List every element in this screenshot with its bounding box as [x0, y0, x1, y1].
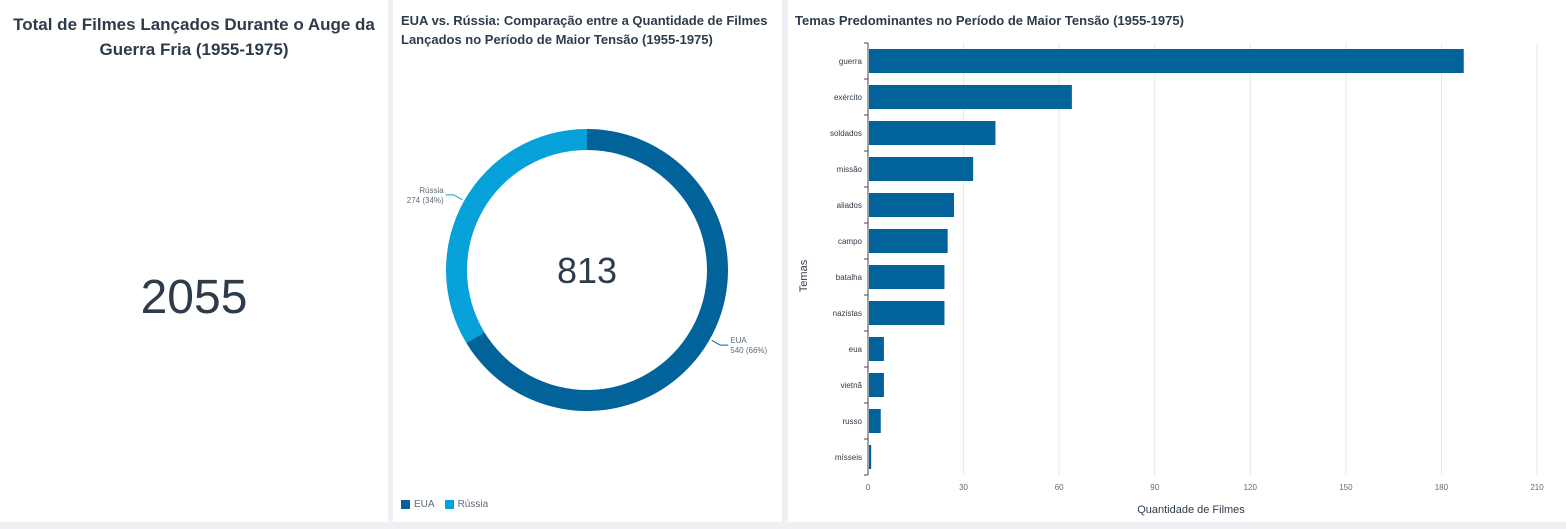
donut-legend: EUA Rússia [401, 499, 498, 510]
y-tick-label-1: exército [834, 93, 863, 102]
kpi-panel: Total de Filmes Lançados Durante o Auge … [0, 0, 388, 522]
x-tick-label-0: 0 [866, 483, 871, 492]
donut-slice-label-0: 540 (66%) [730, 346, 767, 355]
bar-soldados[interactable] [869, 121, 996, 145]
donut-panel: EUA vs. Rússia: Comparação entre a Quant… [393, 0, 782, 522]
y-axis-label: Temas [798, 259, 810, 292]
donut-center-label: 813 [557, 250, 617, 291]
bar-missão[interactable] [869, 157, 974, 181]
bar-chart: 0 30 60 90 120 150 180 210 guerra exército soldado… [798, 42, 1544, 516]
legend-swatch-1 [444, 500, 454, 509]
legend-swatch-0 [401, 500, 410, 509]
x-tick-label-3: 90 [1150, 483, 1159, 492]
bar-aliados[interactable] [869, 193, 955, 217]
x-tick-label-4: 120 [1244, 483, 1258, 492]
bars-title: Temas Predominantes no Período de Maior … [795, 13, 1184, 28]
y-tick-label-2: soldados [830, 129, 862, 138]
bar-exército[interactable] [869, 85, 1072, 109]
legend-item-1[interactable]: Rússia [444, 499, 489, 510]
y-tick-label-4: aliados [837, 201, 862, 210]
y-tick-label-7: nazistas [833, 309, 862, 318]
donut-slice-name-1: Rússia [419, 186, 444, 195]
donut-leader-0 [711, 339, 729, 346]
donut-leader-1 [445, 194, 463, 201]
donut-slice-label-1: 274 (34%) [407, 196, 444, 205]
bar-russo[interactable] [869, 409, 881, 433]
bars-panel: Temas Predominantes no Período de Maior … [788, 0, 1566, 522]
bar-guerra[interactable] [869, 49, 1464, 73]
x-axis-label: Quantidade de Filmes [1137, 504, 1245, 516]
y-tick-label-0: guerra [839, 57, 863, 66]
y-tick-label-3: missão [837, 165, 863, 174]
legend-label-0: EUA [414, 499, 435, 510]
legend-label-1: Rússia [457, 499, 489, 510]
y-tick-label-6: batalha [836, 273, 863, 282]
x-tick-label-5: 150 [1339, 483, 1353, 492]
donut-slice-1[interactable] [446, 129, 587, 343]
bar-campo[interactable] [869, 229, 948, 253]
y-tick-label-11: mísseis [835, 453, 862, 462]
kpi-title: Total de Filmes Lançados Durante o Auge … [13, 15, 375, 59]
x-tick-label-2: 60 [1055, 483, 1064, 492]
y-tick-label-10: russo [842, 417, 862, 426]
x-tick-label-1: 30 [959, 483, 968, 492]
bar-mísseis[interactable] [869, 445, 872, 469]
y-tick-label-9: vietnã [841, 381, 863, 390]
bar-batalha[interactable] [869, 265, 945, 289]
bar-vietnã[interactable] [869, 373, 884, 397]
bar-eua[interactable] [869, 337, 884, 361]
x-tick-label-6: 180 [1435, 483, 1449, 492]
x-tick-label-7: 210 [1530, 483, 1544, 492]
donut-title: EUA vs. Rússia: Comparação entre a Quant… [401, 13, 768, 47]
kpi-value: 2055 [140, 271, 248, 324]
donut-slice-name-0: EUA [730, 336, 747, 345]
legend-item-0[interactable]: EUA [401, 499, 435, 510]
y-tick-label-5: campo [838, 237, 863, 246]
bar-nazistas[interactable] [869, 301, 945, 325]
y-tick-label-8: eua [849, 345, 863, 354]
